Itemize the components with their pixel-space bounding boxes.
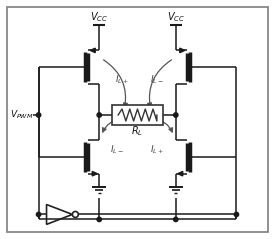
Polygon shape bbox=[180, 48, 185, 53]
Bar bbox=[112, 105, 163, 125]
Text: $R_L$: $R_L$ bbox=[131, 124, 144, 138]
Polygon shape bbox=[178, 171, 183, 176]
Circle shape bbox=[97, 113, 101, 117]
Circle shape bbox=[234, 212, 239, 217]
Text: $I_{L-}$: $I_{L-}$ bbox=[150, 74, 164, 87]
Text: $I_{L+}$: $I_{L+}$ bbox=[150, 144, 164, 156]
Text: $I_{L-}$: $I_{L-}$ bbox=[110, 144, 124, 156]
Text: $V_{CC}$: $V_{CC}$ bbox=[167, 10, 185, 23]
Polygon shape bbox=[90, 48, 95, 53]
Circle shape bbox=[36, 212, 41, 217]
Text: $V_{CC}$: $V_{CC}$ bbox=[90, 10, 108, 23]
Circle shape bbox=[97, 217, 101, 222]
Circle shape bbox=[174, 217, 178, 222]
Circle shape bbox=[174, 113, 178, 117]
Text: $V_{PWM}$: $V_{PWM}$ bbox=[10, 109, 33, 121]
Circle shape bbox=[36, 113, 41, 117]
Text: $I_{L+}$: $I_{L+}$ bbox=[115, 74, 129, 87]
Polygon shape bbox=[92, 171, 97, 176]
Circle shape bbox=[72, 212, 78, 217]
